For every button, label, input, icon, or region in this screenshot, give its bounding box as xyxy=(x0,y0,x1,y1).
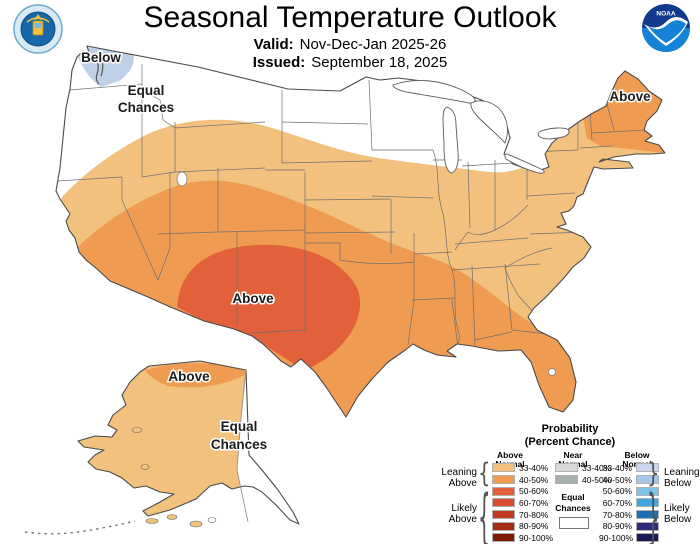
zone-below-33-40 xyxy=(74,46,134,87)
legend-below-rows: 33-40% 40-50% 50-60% 60-70% 70-80% 80-90% 90-1… xyxy=(599,462,659,544)
legend-equal-chances-label: Equal Chances xyxy=(555,492,591,513)
legend-above-row-40-50%: 40-50% xyxy=(492,474,553,486)
legend-range-label: 40-50% xyxy=(519,474,549,485)
legend-swatch xyxy=(555,463,578,473)
legend-range-label: 70-80% xyxy=(519,509,549,520)
label-pnw-equal-2: Chances xyxy=(118,100,174,115)
legend-above-row-70-80%: 70-80% xyxy=(492,509,553,521)
legend-swatch xyxy=(636,498,659,508)
legend-swatch xyxy=(636,510,659,520)
issued-value: September 18, 2025 xyxy=(311,54,448,71)
label-alaska-equal-1: Equal xyxy=(221,419,258,434)
legend-range-label: 33-40% xyxy=(519,462,549,473)
legend-range-label: 70-80% xyxy=(602,509,632,520)
legend-leaning-above-label: Leaning Above xyxy=(441,467,477,489)
curly-brace-icon: { xyxy=(478,457,491,489)
legend-swatch xyxy=(636,533,659,543)
legend-range-label: 80-90% xyxy=(519,521,549,532)
legend-above-row-90-100%: 90-100% xyxy=(492,532,553,544)
legend-range-label: 60-70% xyxy=(602,497,632,508)
lake-okeechobee xyxy=(548,368,556,376)
commerce-seal-icon xyxy=(13,4,63,54)
curly-brace-icon: } xyxy=(647,481,660,544)
legend-swatch xyxy=(636,486,659,496)
legend-above-rows: 33-40% 40-50% 50-60% 60-70% 70-80% 80-90% 90-1… xyxy=(492,462,553,544)
legend-swatch xyxy=(492,475,515,485)
curly-brace-icon: { xyxy=(478,481,491,544)
legend-swatch xyxy=(492,510,515,520)
legend-below-row-40-50%: 40-50% xyxy=(599,474,659,486)
zone-above-50-60 xyxy=(177,244,361,371)
aleutian-islands xyxy=(24,427,217,535)
legend-title: Probability xyxy=(541,423,599,435)
legend-likely-above-label: Likely Above xyxy=(448,503,477,525)
legend-below-row-80-90%: 80-90% xyxy=(599,520,659,532)
valid-label: Valid: xyxy=(253,36,294,53)
legend-swatch xyxy=(492,521,515,531)
legend-range-label: 33-40% xyxy=(602,462,632,473)
legend-near-row-40-50%: 40-50% xyxy=(555,474,611,486)
label-alaska-above: Above xyxy=(168,369,210,384)
legend-range-label: 50-60% xyxy=(602,486,632,497)
valid-value: Nov-Dec-Jan 2025-26 xyxy=(299,36,447,53)
legend-range-label: 90-100% xyxy=(519,532,554,543)
legend-range-label: 50-60% xyxy=(519,486,549,497)
legend-above-row-33-40%: 33-40% xyxy=(492,462,553,474)
legend-range-label: 40-50% xyxy=(602,474,632,485)
label-pnw-below: Below xyxy=(81,50,121,65)
noaa-logo-icon: NOAA xyxy=(642,4,690,52)
valid-line: Valid: Nov-Dec-Jan 2025-26 xyxy=(0,36,700,54)
legend-swatch xyxy=(636,475,659,485)
header-meta: Valid: Nov-Dec-Jan 2025-26 Issued: Septemb… xyxy=(0,36,700,72)
legend-likely-below-label: Likely Below xyxy=(664,503,692,525)
legend-below-row-60-70%: 60-70% xyxy=(599,497,659,509)
legend-equal-chances-box xyxy=(559,517,589,529)
label-northeast-above: Above xyxy=(609,89,651,104)
legend-range-label: 60-70% xyxy=(519,497,549,508)
legend-swatch xyxy=(492,463,515,473)
legend-near-row-33-40%: 33-40% xyxy=(555,462,611,474)
noaa-logo-text: NOAA xyxy=(656,11,675,18)
legend-below-row-50-60%: 50-60% xyxy=(599,485,659,497)
legend-below-row-90-100%: 90-100% xyxy=(599,532,659,544)
alaska-equal-boundary xyxy=(236,369,249,523)
page-title: Seasonal Temperature Outlook xyxy=(143,1,557,34)
great-salt-lake xyxy=(176,171,188,187)
lake-michigan xyxy=(442,106,459,174)
legend-below-row-70-80%: 70-80% xyxy=(599,509,659,521)
puget-sound xyxy=(95,57,104,85)
label-pnw-equal-1: Equal xyxy=(128,83,165,98)
curly-brace-icon: } xyxy=(647,457,660,489)
legend-above-row-60-70%: 60-70% xyxy=(492,497,553,509)
alaska-outline xyxy=(77,360,300,525)
legend-swatch xyxy=(636,521,659,531)
legend-swatch xyxy=(492,533,515,543)
legend-above-row-80-90%: 80-90% xyxy=(492,520,553,532)
legend-swatch xyxy=(492,486,515,496)
legend-swatch xyxy=(492,498,515,508)
legend-leaning-below-label: Leaning Below xyxy=(664,467,700,489)
lake-huron xyxy=(470,100,508,144)
lake-erie xyxy=(504,153,545,174)
legend-below-row-33-40%: 33-40% xyxy=(599,462,659,474)
label-southwest-above: Above xyxy=(232,291,274,306)
alaska-zone-above-40-50 xyxy=(145,362,250,388)
probability-legend: Probability (Percent Chance) AboveNormal… xyxy=(440,420,700,544)
great-lakes xyxy=(392,80,570,174)
lake-ontario xyxy=(537,127,570,140)
legend-range-label: 33-40% xyxy=(582,462,612,473)
legend-swatch xyxy=(636,463,659,473)
legend-near-rows: 33-40% 40-50% xyxy=(555,462,611,485)
legend-swatch xyxy=(555,475,578,485)
label-alaska-equal-2: Chances xyxy=(211,437,267,452)
legend-above-row-50-60%: 50-60% xyxy=(492,485,553,497)
legend-subtitle: (Percent Chance) xyxy=(524,436,616,448)
legend-range-label: 40-50% xyxy=(582,474,612,485)
issued-label: Issued: xyxy=(252,54,306,71)
legend-range-label: 90-100% xyxy=(599,532,634,543)
legend-range-label: 80-90% xyxy=(602,521,632,532)
issued-line: Issued: September 18, 2025 xyxy=(0,54,700,72)
